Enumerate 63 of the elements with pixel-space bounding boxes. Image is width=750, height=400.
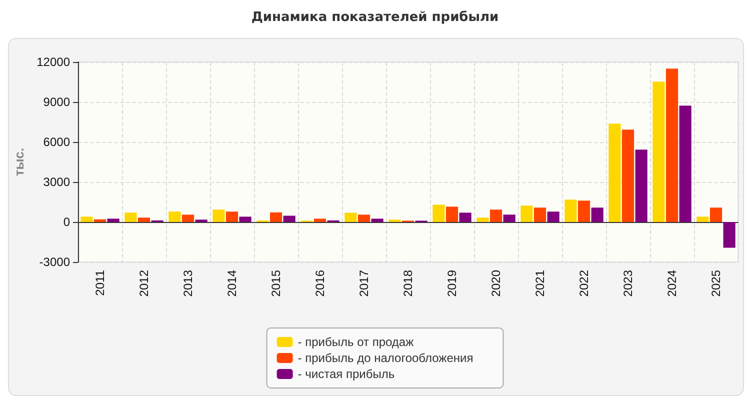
legend-label: - чистая прибыль	[298, 367, 395, 381]
x-tick-label: 2014	[225, 270, 239, 297]
bar	[534, 208, 546, 222]
bar	[564, 200, 577, 222]
bar	[578, 200, 590, 222]
x-tick-label: 2025	[709, 270, 723, 297]
bar	[723, 222, 736, 248]
y-tick-label: 9000	[43, 95, 70, 109]
x-tick-label: 2015	[269, 270, 283, 297]
bar	[476, 218, 489, 222]
y-tick-label: 6000	[43, 135, 70, 149]
bar	[490, 210, 502, 222]
bar	[520, 206, 533, 222]
bar	[371, 218, 384, 222]
y-tick-label: -3000	[39, 255, 70, 269]
y-tick-label: 12000	[36, 55, 70, 69]
x-tick-label: 2016	[313, 270, 327, 297]
bar	[652, 82, 665, 222]
bar	[107, 218, 120, 222]
y-tick-label: 0	[63, 215, 70, 229]
bar	[696, 216, 709, 222]
x-tick-label: 2023	[621, 270, 635, 297]
bar	[314, 218, 326, 222]
bar	[666, 68, 678, 222]
chart-title: Динамика показателей прибыли	[250, 10, 500, 25]
bar	[182, 214, 194, 222]
x-tick-label: 2017	[357, 270, 371, 297]
bar	[459, 212, 472, 222]
bar	[270, 212, 282, 222]
bar	[358, 214, 370, 222]
y-axis-title: тыс.	[12, 148, 27, 176]
bar	[80, 216, 93, 222]
x-tick-label: 2020	[489, 270, 503, 297]
x-tick-label: 2019	[445, 270, 459, 297]
bar	[283, 216, 296, 222]
bar	[344, 212, 357, 222]
x-tick-label: 2012	[137, 270, 151, 297]
bar	[608, 124, 621, 222]
bar	[503, 214, 516, 222]
x-tick-label: 2021	[533, 270, 547, 297]
x-tick-label: 2011	[93, 270, 107, 296]
bar	[212, 210, 225, 222]
bar	[679, 106, 692, 222]
bar	[635, 150, 648, 222]
bar	[226, 212, 238, 222]
x-tick-label: 2013	[181, 270, 195, 297]
bar	[591, 208, 604, 222]
bar	[547, 212, 560, 222]
legend-label: - прибыль до налогообложения	[298, 351, 474, 365]
bar	[94, 219, 106, 222]
bar	[138, 218, 150, 222]
bar	[124, 212, 137, 222]
bar	[446, 206, 458, 222]
x-tick-label: 2024	[665, 270, 679, 297]
y-tick-label: 3000	[43, 175, 70, 189]
x-tick-label: 2022	[577, 270, 591, 297]
bar	[432, 204, 445, 222]
x-tick-label: 2018	[401, 270, 415, 297]
bar	[239, 216, 252, 222]
bar	[622, 130, 634, 222]
bar	[710, 208, 722, 222]
bar	[168, 212, 181, 222]
legend-label: - прибыль от продаж	[298, 335, 414, 349]
